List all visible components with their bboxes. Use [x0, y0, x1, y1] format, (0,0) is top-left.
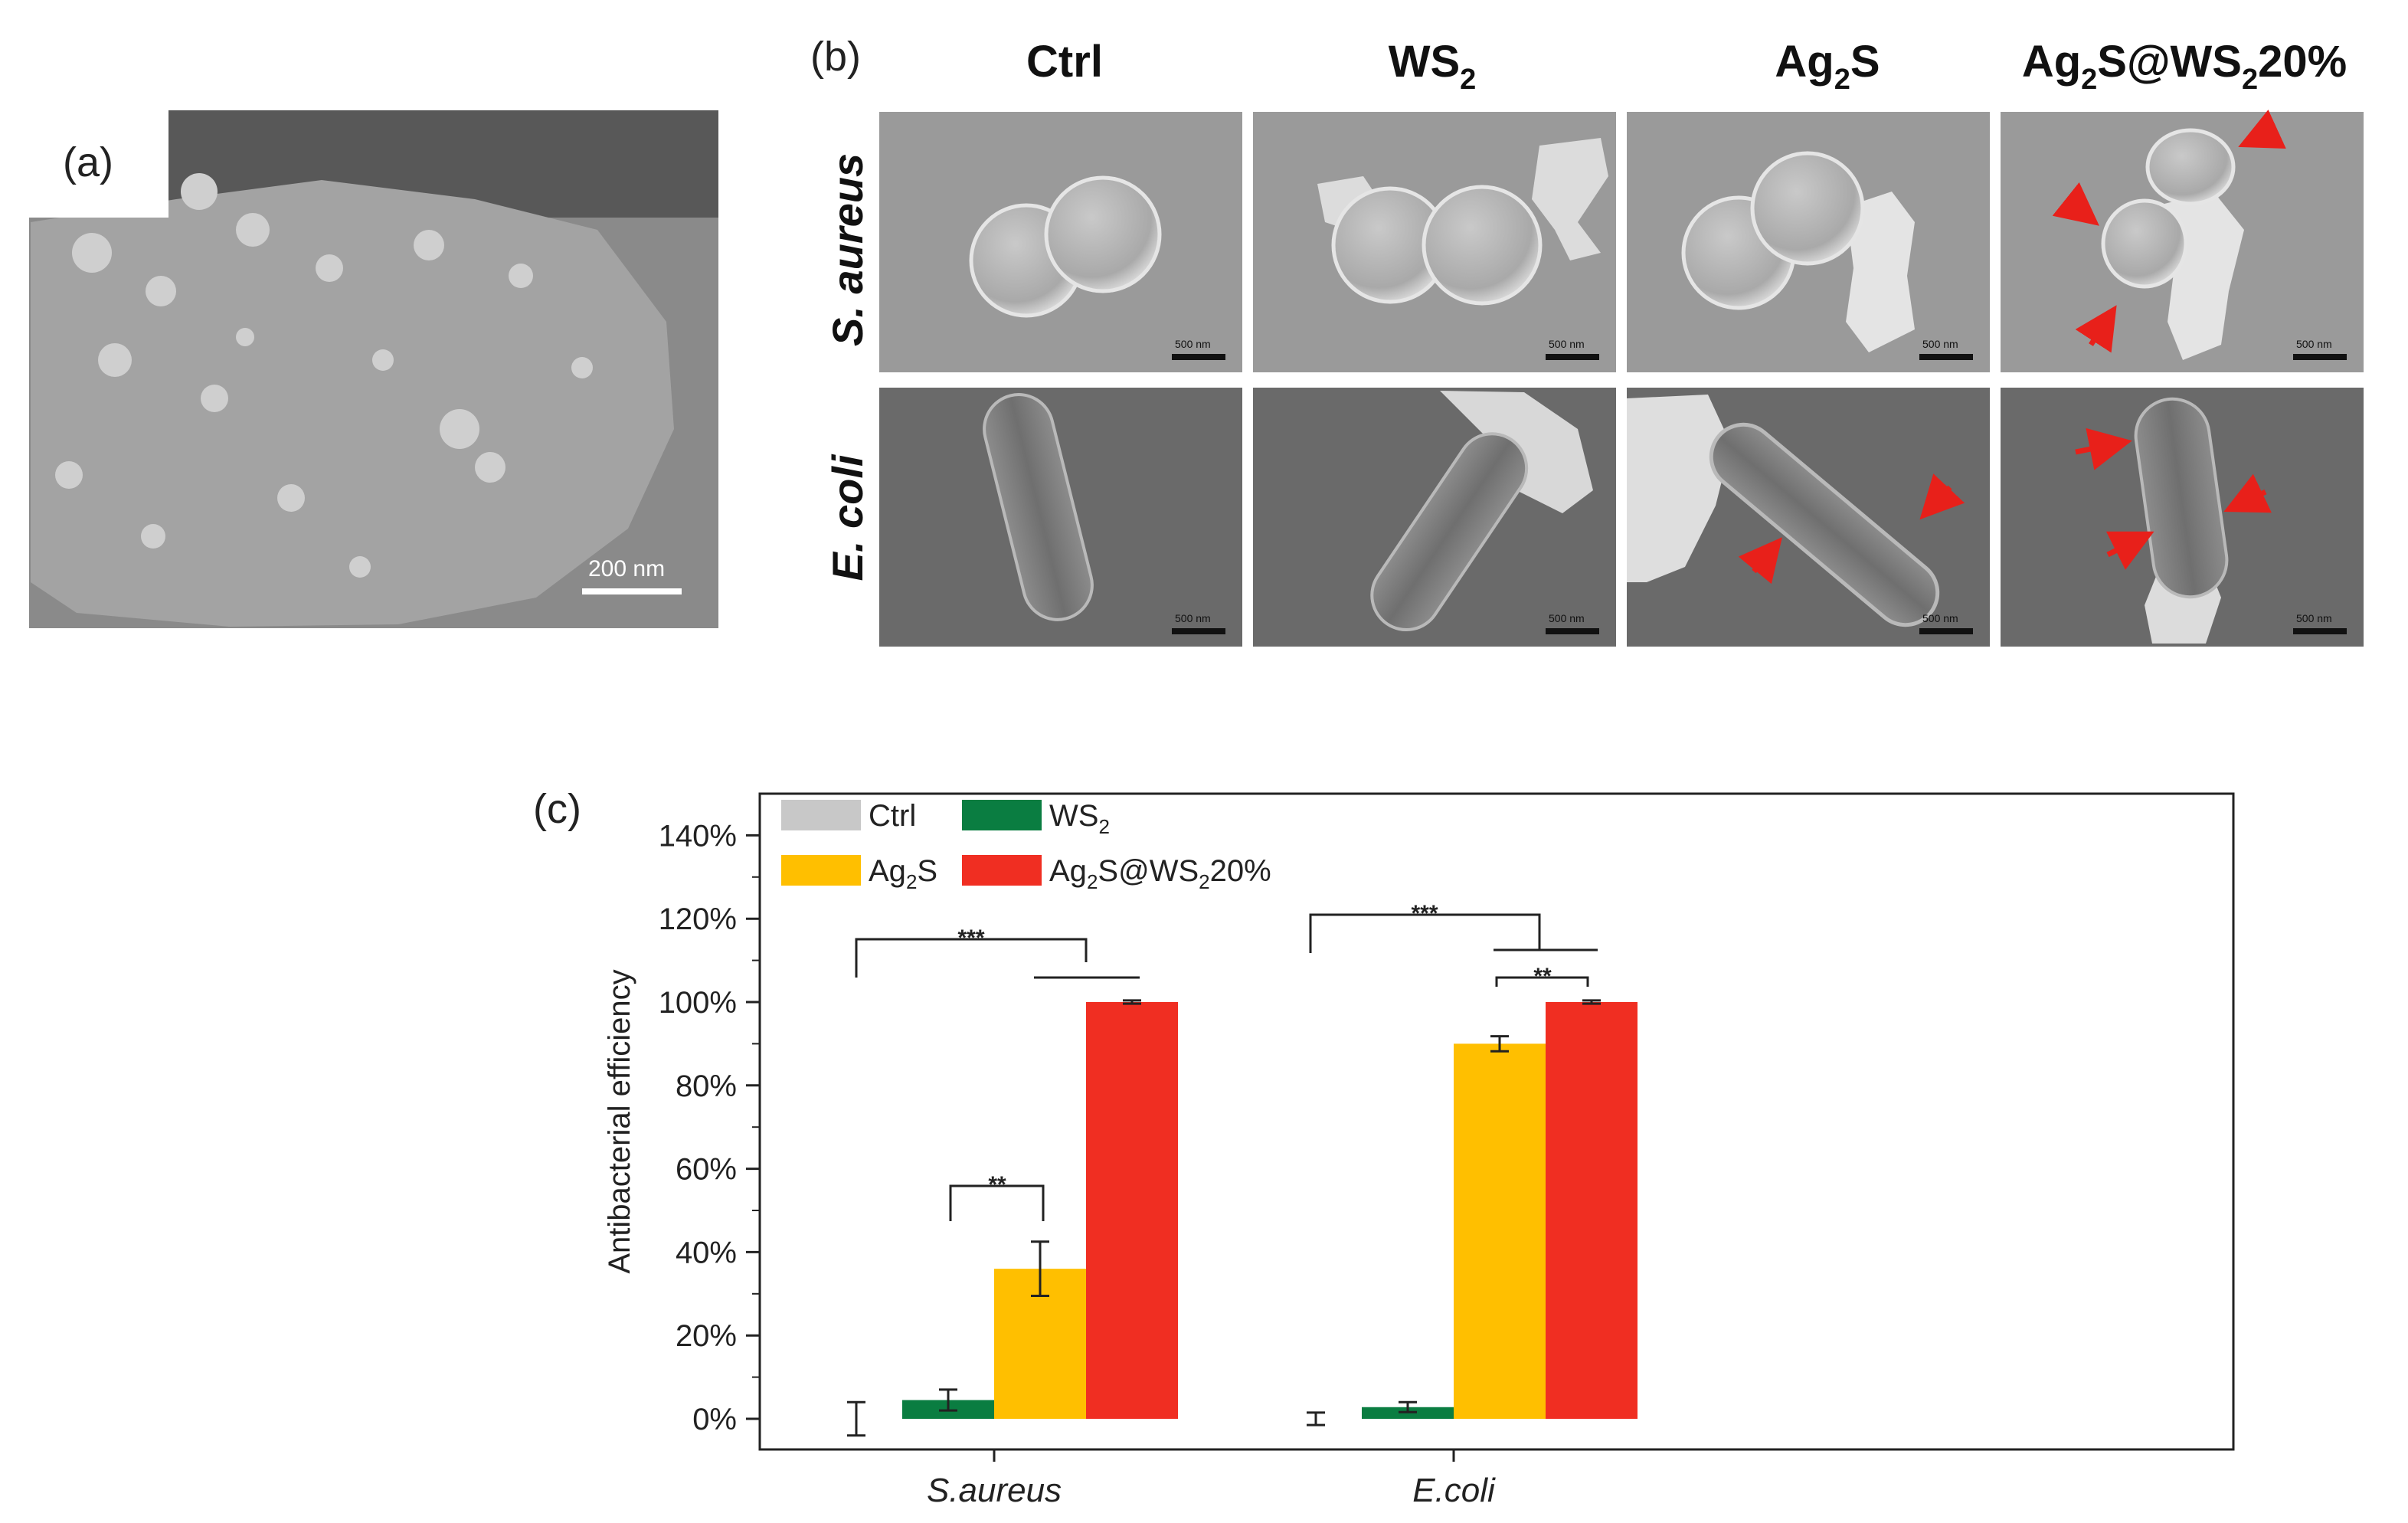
chart-frame [758, 792, 2235, 1451]
damage-arrows [2075, 427, 2272, 570]
error-bars [847, 999, 1601, 1437]
y-tick-label: 100% [659, 986, 737, 1020]
error-bar-ws-0 [939, 1388, 957, 1412]
panel-a: (a) 200 nm [29, 110, 718, 628]
y-tick-label: 20% [676, 1319, 737, 1353]
svg-text:500 nm: 500 nm [1549, 338, 1585, 350]
svg-text:500 nm: 500 nm [2296, 338, 2332, 350]
y-tick-label: 80% [676, 1069, 737, 1103]
error-bar-ws-1 [1399, 1400, 1417, 1413]
row-label-s-aureus: S. aureus [823, 153, 872, 346]
damage-arrows [1738, 473, 1965, 585]
legend-swatch-ws2 [962, 800, 1042, 830]
legend-label-ctrl: Ctrl [869, 799, 916, 833]
y-tick-label: 60% [676, 1153, 737, 1187]
sem-s-aureus-ws2: 500 nm [1253, 112, 1616, 372]
legend-swatch-ctrl [781, 800, 861, 830]
significance-sa-double: ** [988, 1172, 1006, 1197]
error-bar-ag-1 [1490, 1035, 1509, 1053]
x-axis: S.aureus E.coli [927, 1449, 1496, 1509]
chart-plot-area: 0% 20% 40% 60% 80% 100% 120% 140% S.aureus E.col… [659, 792, 2235, 1509]
nanoparticles [55, 173, 593, 578]
column-header-ag2s: Ag2S [1775, 37, 1880, 96]
sem-e-coli-ag2s: 500 nm [1627, 388, 1990, 647]
sem-s-aureus-ctrl: 500 nm [879, 112, 1242, 372]
row-label-e-coli: E. coli [823, 454, 872, 581]
error-bar-comp-1 [1582, 999, 1601, 1005]
svg-text:500 nm: 500 nm [2296, 612, 2332, 624]
column-header-composite: Ag2S@WS220% [2022, 37, 2347, 96]
sem-e-coli-ws2: 500 nm [1253, 388, 1616, 647]
y-tick-label: 40% [676, 1236, 737, 1269]
legend-swatch-ag2s [781, 855, 861, 886]
svg-text:500 nm: 500 nm [1922, 338, 1958, 350]
bar-ag-1 [1454, 1043, 1546, 1419]
significance-ec-triple: *** [1411, 901, 1438, 926]
y-axis: 0% 20% 40% 60% 80% 100% 120% 140% [659, 819, 760, 1436]
panel-c: (c) 0% 20% 40% 60% 80% 100% 120% 140% S.aureus E… [533, 786, 2235, 1509]
legend-label-ag2s: Ag2S [869, 854, 937, 893]
significance-ec-double: ** [1533, 964, 1552, 989]
sem-e-coli-composite: 500 nm [2001, 388, 2364, 647]
bars [902, 1002, 1638, 1419]
legend-swatch-composite [962, 855, 1042, 886]
bar-comp-0 [1086, 1002, 1178, 1419]
svg-text:500 nm: 500 nm [1175, 338, 1211, 350]
legend-label-composite: Ag2S@WS220% [1049, 854, 1271, 893]
column-header-ws2: WS2 [1389, 37, 1477, 96]
sem-e-coli-ctrl: 500 nm [879, 388, 1242, 647]
y-tick-label: 0% [692, 1403, 737, 1436]
error-bar-ag-0 [1031, 1240, 1049, 1298]
y-tick-label: 140% [659, 819, 737, 853]
legend: Ctrl WS2 Ag2S Ag2S@WS220% [781, 799, 1271, 893]
svg-text:500 nm: 500 nm [1175, 612, 1211, 624]
error-bar-ctrl-0 [847, 1400, 865, 1437]
error-bar-comp-0 [1123, 999, 1141, 1005]
sem-s-aureus-composite: 500 nm [2001, 110, 2364, 372]
error-bar-ctrl-1 [1307, 1411, 1325, 1426]
x-tick-label: E.coli [1412, 1472, 1496, 1509]
significance-sa-triple: *** [957, 925, 984, 951]
significance-brackets [855, 913, 1598, 1221]
svg-text:500 nm: 500 nm [1549, 612, 1585, 624]
y-axis-title: Antibacterial efficiency [603, 969, 636, 1273]
sem-s-aureus-ag2s: 500 nm [1627, 112, 1990, 372]
panel-a-label: (a) [63, 139, 113, 185]
x-tick-label: S.aureus [927, 1472, 1062, 1509]
legend-label-ws2: WS2 [1049, 799, 1110, 838]
panel-b-label: (b) [810, 34, 861, 80]
panel-b: (b) Ctrl WS2 Ag2S Ag2S@WS220% S. aureus … [810, 34, 2364, 647]
damage-arrows [2052, 110, 2286, 353]
panel-c-label: (c) [533, 786, 581, 832]
panel-a-scale-bar [582, 588, 682, 594]
svg-text:500 nm: 500 nm [1922, 612, 1958, 624]
bar-comp-1 [1546, 1002, 1638, 1419]
column-header-ctrl: Ctrl [1026, 37, 1103, 87]
y-tick-label: 120% [659, 902, 737, 936]
panel-a-scale-text: 200 nm [588, 556, 665, 581]
